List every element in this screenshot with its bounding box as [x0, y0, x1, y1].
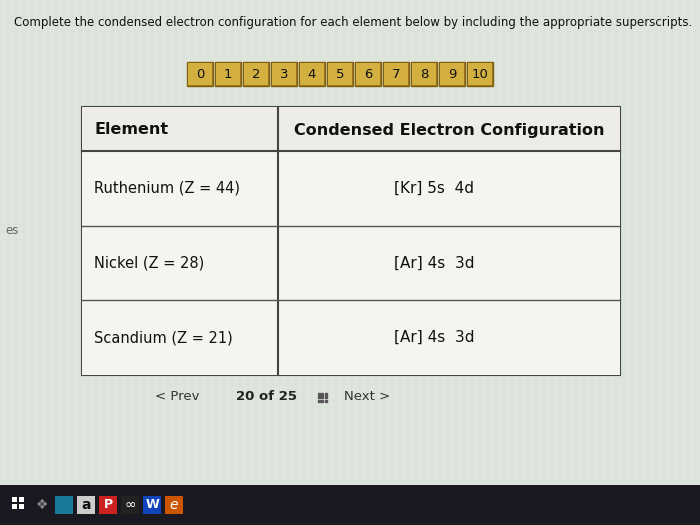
- Bar: [356, 63, 380, 85]
- Text: Scandium (Z = 21): Scandium (Z = 21): [94, 330, 232, 345]
- Text: 20 of 25: 20 of 25: [237, 391, 298, 404]
- Bar: [244, 63, 268, 85]
- Bar: [188, 63, 212, 85]
- Text: Next >: Next >: [344, 391, 390, 404]
- Bar: [243, 62, 269, 86]
- Bar: [12, 497, 17, 502]
- Bar: [82, 226, 620, 300]
- Text: 7: 7: [392, 68, 400, 81]
- Text: Ruthenium (Z = 44): Ruthenium (Z = 44): [94, 181, 240, 196]
- Text: 4: 4: [308, 68, 316, 81]
- Bar: [216, 63, 240, 85]
- Bar: [77, 496, 95, 514]
- Bar: [467, 62, 493, 86]
- Bar: [440, 63, 464, 85]
- Text: 6: 6: [364, 68, 372, 81]
- Text: es: es: [5, 224, 18, 236]
- Bar: [411, 62, 437, 86]
- Bar: [82, 107, 620, 151]
- Bar: [82, 300, 620, 375]
- Text: Complete the condensed electron configuration for each element below by includin: Complete the condensed electron configur…: [14, 16, 692, 29]
- Bar: [272, 63, 296, 85]
- Text: Nickel (Z = 28): Nickel (Z = 28): [94, 256, 204, 270]
- Bar: [355, 62, 381, 86]
- Bar: [439, 62, 465, 86]
- Text: [Ar] 4s  3d: [Ar] 4s 3d: [393, 330, 475, 345]
- Text: [Ar] 4s  3d: [Ar] 4s 3d: [393, 256, 475, 270]
- Text: P: P: [104, 499, 113, 511]
- Bar: [0, 485, 700, 525]
- Text: [Kr] 5s  4d: [Kr] 5s 4d: [394, 181, 474, 196]
- Text: 0: 0: [196, 68, 204, 81]
- Bar: [187, 62, 213, 86]
- Bar: [384, 63, 408, 85]
- Bar: [271, 62, 297, 86]
- Text: Element: Element: [94, 122, 168, 138]
- Text: ∞: ∞: [125, 498, 136, 512]
- Text: 1: 1: [224, 68, 232, 81]
- Bar: [327, 62, 353, 86]
- Text: e: e: [169, 498, 178, 512]
- Text: < Prev: < Prev: [155, 391, 199, 404]
- Bar: [299, 62, 325, 86]
- Bar: [300, 63, 324, 85]
- Text: 2: 2: [252, 68, 260, 81]
- Bar: [165, 496, 183, 514]
- Bar: [383, 62, 409, 86]
- Bar: [82, 107, 620, 375]
- Text: ❖: ❖: [36, 498, 48, 512]
- Text: 8: 8: [420, 68, 428, 81]
- Text: W: W: [145, 499, 159, 511]
- Text: 10: 10: [472, 68, 489, 81]
- Bar: [19, 504, 24, 509]
- Bar: [121, 496, 139, 514]
- Text: Condensed Electron Configuration: Condensed Electron Configuration: [294, 122, 604, 138]
- Bar: [82, 151, 620, 226]
- Text: 5: 5: [336, 68, 344, 81]
- Text: 9: 9: [448, 68, 456, 81]
- Bar: [412, 63, 436, 85]
- Bar: [328, 63, 352, 85]
- Bar: [99, 496, 117, 514]
- Bar: [19, 497, 24, 502]
- Text: a: a: [81, 498, 91, 512]
- Text: 3: 3: [280, 68, 288, 81]
- Bar: [143, 496, 161, 514]
- Bar: [215, 62, 241, 86]
- Bar: [55, 496, 73, 514]
- Bar: [468, 63, 492, 85]
- Bar: [12, 504, 17, 509]
